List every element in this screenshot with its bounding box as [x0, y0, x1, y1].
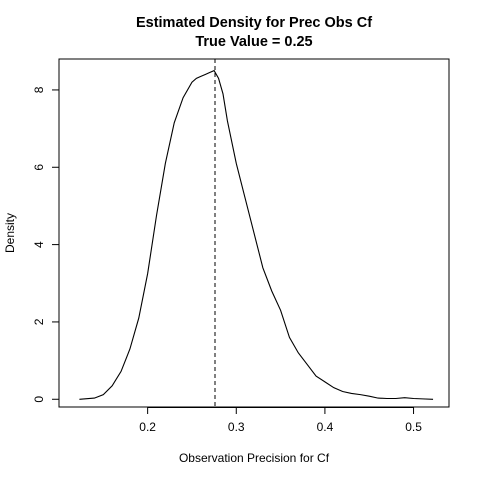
- chart-subtitle: True Value = 0.25: [195, 34, 312, 50]
- y-tick-label: 2: [32, 318, 46, 325]
- y-tick-label: 4: [32, 241, 46, 248]
- x-tick-label: 0.5: [405, 420, 422, 434]
- y-tick-label: 6: [32, 164, 46, 171]
- x-tick-label: 0.2: [139, 420, 156, 434]
- x-tick-label: 0.3: [228, 420, 245, 434]
- chart-title: Estimated Density for Prec Obs Cf: [136, 15, 372, 31]
- density-curve: [79, 69, 434, 400]
- x-tick-label: 0.4: [317, 420, 334, 434]
- y-tick-label: 0: [32, 396, 46, 403]
- x-axis-ticks: 0.2 0.3 0.4 0.5: [139, 407, 422, 434]
- y-axis-ticks: 0 2 4 6 8: [32, 86, 59, 403]
- y-tick-label: 8: [32, 86, 46, 93]
- x-axis-label: Observation Precision for Cf: [179, 451, 330, 465]
- y-axis-label: Density: [3, 213, 17, 253]
